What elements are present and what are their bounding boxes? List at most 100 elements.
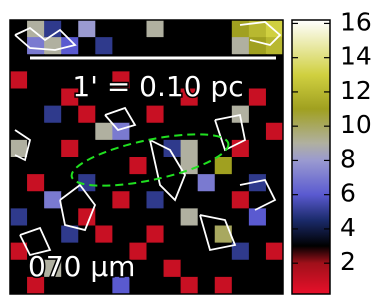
pixel	[44, 174, 62, 192]
pixel	[249, 277, 267, 295]
pixel	[198, 106, 216, 124]
pixel	[44, 208, 62, 226]
pixel	[215, 208, 233, 226]
pixel	[266, 226, 284, 244]
pixel	[232, 277, 250, 295]
pixel	[181, 123, 199, 141]
pixel	[198, 123, 216, 141]
pixel	[95, 226, 113, 244]
pixel	[147, 277, 165, 295]
pixel	[249, 123, 267, 141]
pixel	[78, 37, 96, 55]
pixel	[10, 226, 28, 244]
pixel	[78, 140, 96, 158]
pixel	[147, 20, 165, 38]
pixel	[215, 277, 233, 295]
chart: 1' = 0.10 pc 070 μm 246810121416	[0, 0, 383, 297]
pixel	[266, 123, 284, 141]
pixel	[249, 260, 267, 278]
pixel	[198, 37, 216, 55]
pixel	[215, 174, 233, 192]
pixel	[61, 174, 79, 192]
pixel	[112, 37, 130, 55]
pixel	[147, 174, 165, 192]
pixel	[95, 37, 113, 55]
pixel	[95, 208, 113, 226]
colorbar-tick-label: 10	[340, 110, 372, 139]
pixel	[44, 226, 62, 244]
pixel	[198, 174, 216, 192]
pixel	[129, 20, 147, 38]
pixel	[112, 106, 130, 124]
pixel	[95, 140, 113, 158]
pixel	[266, 260, 284, 278]
pixel	[215, 106, 233, 124]
band-label: 070 μm	[28, 250, 135, 283]
pixel	[112, 191, 130, 209]
pixel	[27, 123, 45, 141]
colorbar-tick-label: 6	[340, 179, 356, 208]
pixel	[78, 106, 96, 124]
pixel	[10, 106, 28, 124]
pixel	[61, 157, 79, 175]
pixel	[112, 208, 130, 226]
pixel	[10, 277, 28, 295]
pixel	[215, 157, 233, 175]
pixel	[112, 20, 130, 38]
pixel	[181, 106, 199, 124]
pixel	[10, 37, 28, 55]
pixel	[181, 243, 199, 261]
pixel	[61, 123, 79, 141]
pixel	[27, 157, 45, 175]
pixel	[181, 277, 199, 295]
pixel	[232, 157, 250, 175]
pixel	[215, 260, 233, 278]
pixel	[27, 191, 45, 209]
pixel	[198, 191, 216, 209]
pixel	[181, 20, 199, 38]
pixel	[181, 226, 199, 244]
pixel	[266, 208, 284, 226]
pixel	[164, 277, 182, 295]
pixel	[44, 89, 62, 107]
pixel	[249, 89, 267, 107]
pixel	[164, 243, 182, 261]
pixel	[27, 106, 45, 124]
pixel	[266, 140, 284, 158]
pixel	[44, 157, 62, 175]
pixel	[164, 191, 182, 209]
pixel	[164, 37, 182, 55]
pixel	[249, 226, 267, 244]
pixel	[112, 157, 130, 175]
pixel	[27, 37, 45, 55]
colorbar	[292, 20, 330, 294]
pixel	[266, 71, 284, 89]
pixel	[198, 260, 216, 278]
colorbar-tick-label: 12	[340, 76, 372, 105]
pixel	[215, 20, 233, 38]
pixel	[95, 191, 113, 209]
pixel	[44, 191, 62, 209]
pixel	[10, 260, 28, 278]
pixel	[249, 140, 267, 158]
pixel	[61, 140, 79, 158]
pixel	[232, 260, 250, 278]
pixel	[181, 174, 199, 192]
pixel	[198, 157, 216, 175]
pixel	[215, 191, 233, 209]
pixel	[198, 140, 216, 158]
pixel	[112, 226, 130, 244]
pixel	[147, 208, 165, 226]
pixel	[232, 191, 250, 209]
pixel	[215, 140, 233, 158]
pixel	[27, 89, 45, 107]
colorbar-tick-label: 2	[340, 247, 356, 276]
pixel	[249, 243, 267, 261]
pixel	[95, 174, 113, 192]
pixel	[147, 191, 165, 209]
pixel	[129, 37, 147, 55]
pixel	[61, 106, 79, 124]
pixel	[147, 106, 165, 124]
pixel	[147, 243, 165, 261]
pixel	[232, 226, 250, 244]
